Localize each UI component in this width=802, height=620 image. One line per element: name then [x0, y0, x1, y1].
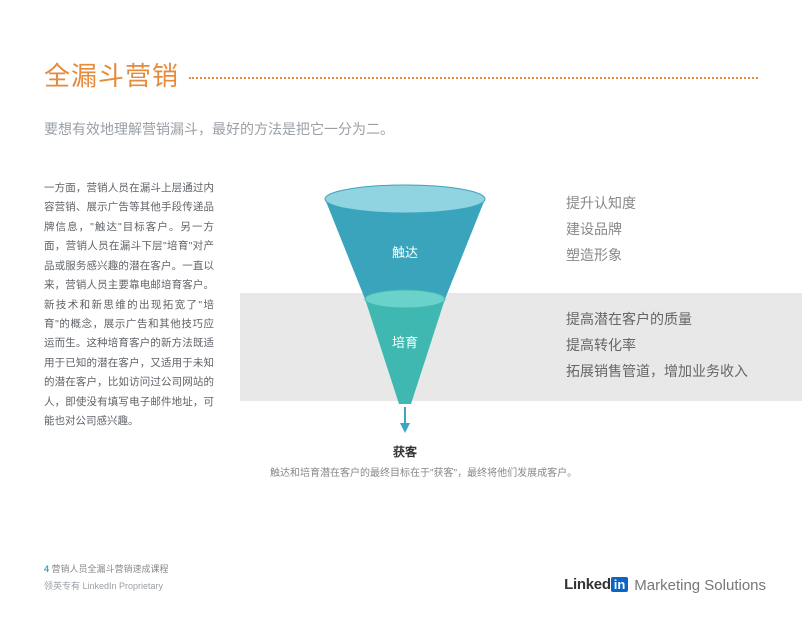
footer: 4 营销人员全漏斗营销速成课程 领英专有 LinkedIn Proprietar…: [44, 562, 169, 592]
linkedin-logo: Linkedin Marketing Solutions: [564, 576, 766, 594]
list-item: 提高潜在客户的质量: [566, 307, 748, 333]
funnel-bottom-label: 获客: [310, 443, 500, 460]
figure-area: 触达 培育 获客 触达和培育潜在客户的最终目标在于"获客"，最终将他们发展成客户…: [240, 179, 758, 519]
logo-in-box: in: [611, 577, 629, 592]
funnel-diagram: 触达 培育 获客 触达和培育潜在客户的最终目标在于"获客"，最终将他们发展成客户…: [310, 179, 500, 479]
content-row: 一方面，营销人员在漏斗上层通过内容营销、展示广告等其他手段传递品牌信息，"触达"…: [44, 179, 758, 519]
title-row: 全漏斗营销: [44, 56, 758, 93]
slide-page: 全漏斗营销 要想有效地理解营销漏斗，最好的方法是把它一分为二。 一方面，营销人员…: [0, 0, 802, 620]
logo-tagline: Marketing Solutions: [634, 577, 766, 594]
logo-linked-text: Linkedin: [564, 576, 628, 594]
funnel-caption: 触达和培育潜在客户的最终目标在于"获客"，最终将他们发展成客户。: [270, 464, 460, 479]
list-item: 提升认知度: [566, 191, 636, 217]
footer-course: 营销人员全漏斗营销速成课程: [52, 564, 169, 574]
funnel-mid-label: 培育: [392, 335, 418, 350]
list-item: 塑造形象: [566, 243, 636, 269]
title-dotted-rule: [189, 77, 758, 79]
footer-proprietary: 领英专有 LinkedIn Proprietary: [44, 579, 169, 592]
footer-course-line: 4 营销人员全漏斗营销速成课程: [44, 562, 169, 575]
list-item: 建设品牌: [566, 217, 636, 243]
page-subtitle: 要想有效地理解营销漏斗，最好的方法是把它一分为二。: [44, 119, 758, 139]
right-list-top: 提升认知度 建设品牌 塑造形象: [566, 191, 636, 269]
body-paragraph: 一方面，营销人员在漏斗上层通过内容营销、展示广告等其他手段传递品牌信息，"触达"…: [44, 179, 214, 519]
right-list-mid: 提高潜在客户的质量 提高转化率 拓展销售管道，增加业务收入: [566, 307, 748, 385]
page-number: 4: [44, 564, 49, 574]
logo-word-linked: Linked: [564, 576, 611, 593]
page-title: 全漏斗营销: [44, 56, 179, 93]
list-item: 提高转化率: [566, 333, 748, 359]
list-item: 拓展销售管道，增加业务收入: [566, 359, 748, 385]
funnel-icon: 触达 培育: [310, 179, 500, 439]
funnel-top-label: 触达: [392, 245, 418, 260]
